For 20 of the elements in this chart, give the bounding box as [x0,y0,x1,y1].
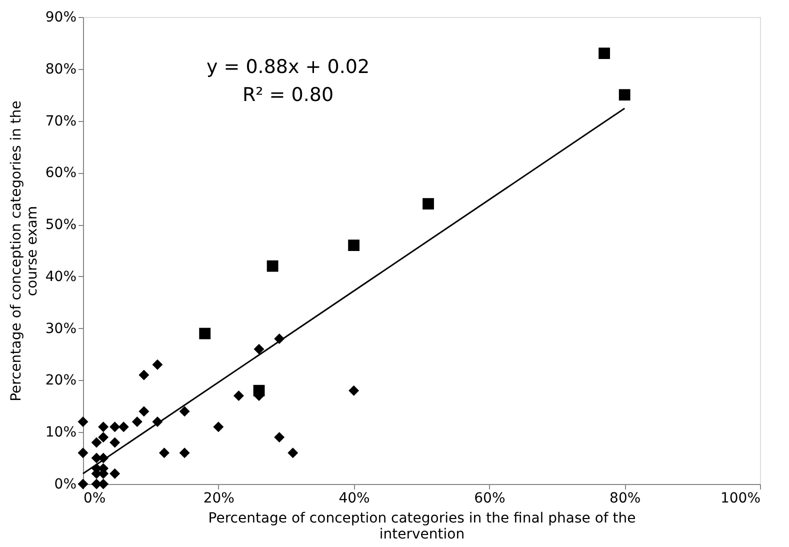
y-tick-label: 30% [45,320,76,337]
x-tick-label: 60% [474,490,506,506]
annotation: y = 0.88x + 0.02 [206,56,370,78]
x-axis-title: Percentage of conception categories in the final phase of the intervention [208,510,636,542]
x-tick-label: 80% [610,490,641,506]
y-tick-label: 10% [45,424,76,441]
y-tick-label: 0% [54,476,76,492]
y-axis-title: Percentage of conception categories in the course exam [8,100,40,402]
y-tick-label: 20% [45,372,76,389]
y-tick-label: 80% [45,61,76,78]
x-tick-label: 20% [203,490,234,506]
x-tick-label: 40% [338,490,370,506]
x-tick-label: 0% [84,490,106,506]
y-tick-label: 90% [45,10,76,26]
y-tick-label: 60% [45,165,76,182]
y-tick-label: 40% [45,268,76,285]
y-tick-label: 70% [45,113,76,130]
annotation: R² = 0.80 [242,84,334,106]
x-tick-label: 100% [720,490,760,506]
y-tick-label: 50% [45,217,76,234]
